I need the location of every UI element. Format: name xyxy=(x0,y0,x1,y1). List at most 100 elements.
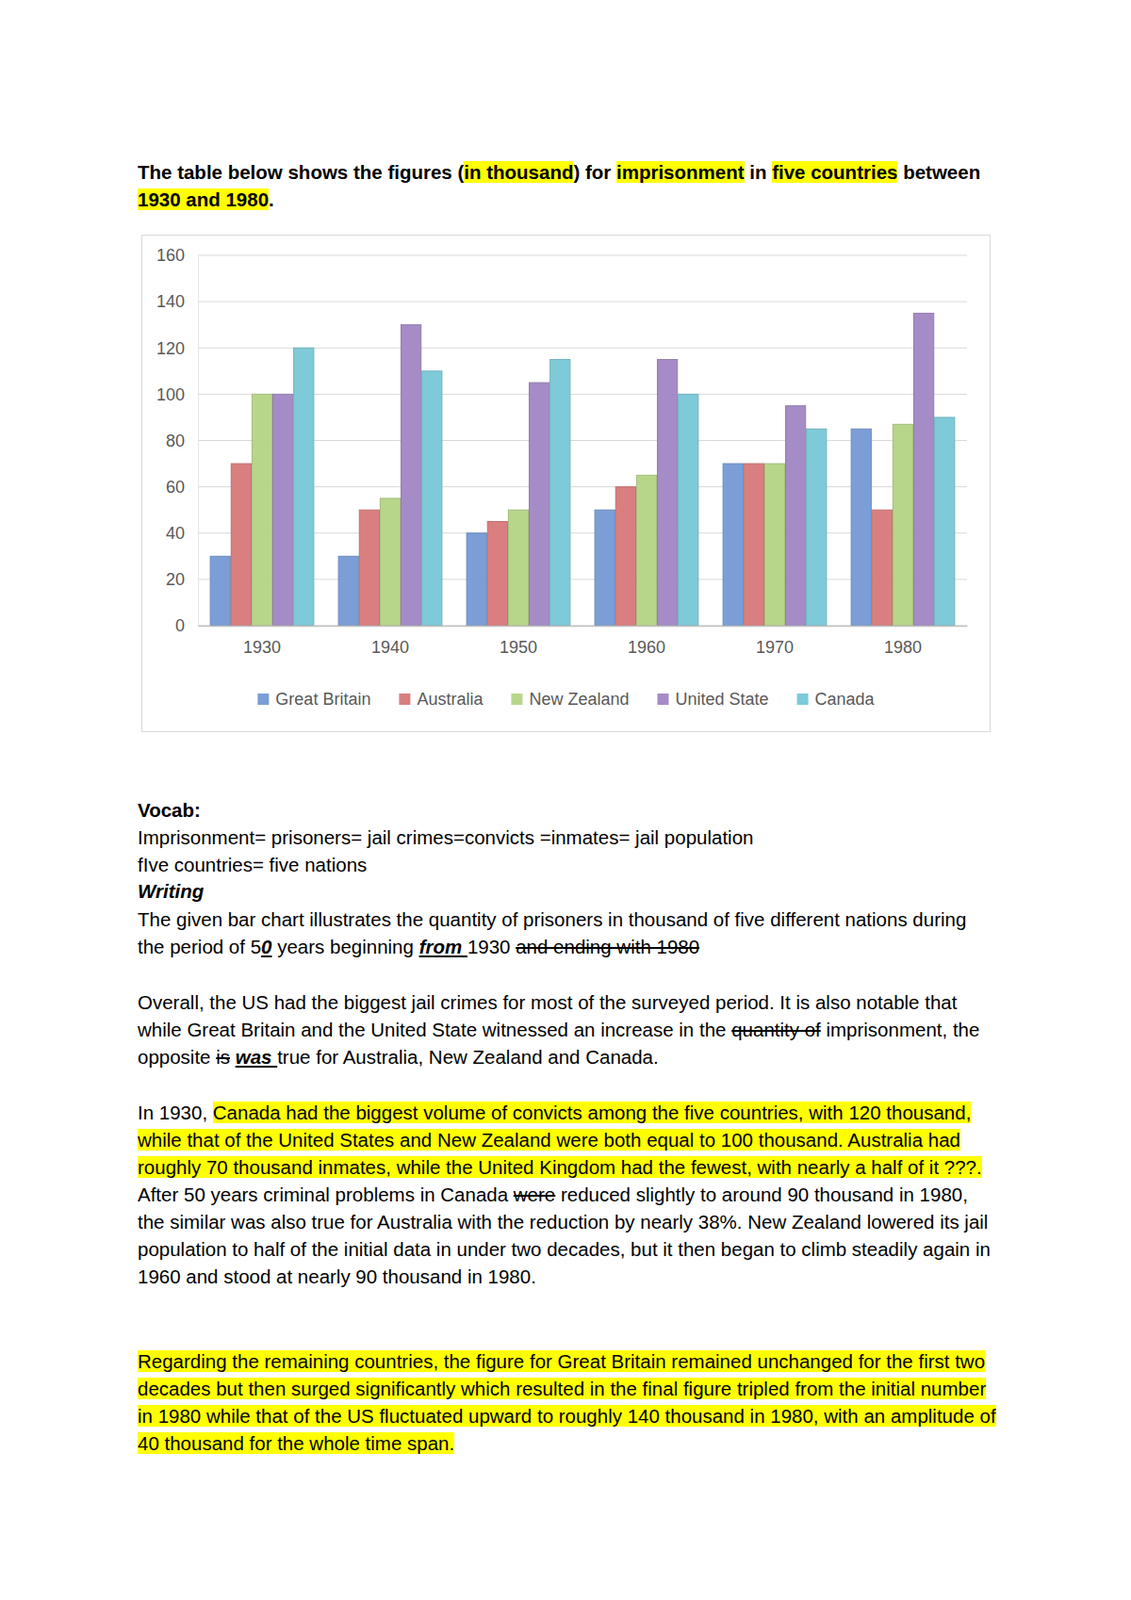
bar xyxy=(251,393,272,626)
bar xyxy=(379,498,400,626)
y-tick: 140 xyxy=(156,292,198,312)
text-run: were xyxy=(513,1183,556,1206)
chart-frame xyxy=(142,235,991,733)
text-run: in xyxy=(744,161,773,183)
x-tick: 1940 xyxy=(371,625,410,657)
writing-title: Writing xyxy=(137,877,998,905)
bar xyxy=(636,475,656,626)
y-tick-label: 40 xyxy=(165,524,185,543)
text-run: true for Australia, New Zealand and Cana… xyxy=(277,1046,659,1068)
text-run: from xyxy=(419,935,468,958)
bar xyxy=(294,347,314,626)
legend-item: New Zealand xyxy=(510,689,629,709)
y-tick-label: 60 xyxy=(165,477,185,497)
grid-line xyxy=(197,255,968,257)
x-axis: 1930 1940 1950 1960 1970 1980 xyxy=(198,625,968,657)
y-tick-label: 80 xyxy=(165,431,185,451)
bar xyxy=(487,521,508,626)
y-tick-label: 140 xyxy=(156,292,185,312)
y-tick: 160 xyxy=(156,245,198,265)
text-run: Regarding the remaining countries, the f… xyxy=(137,1350,997,1455)
text-run: . xyxy=(268,188,275,211)
x-tick: 1950 xyxy=(499,625,538,657)
y-tick: 100 xyxy=(156,385,198,405)
y-tick-label: 160 xyxy=(156,245,185,265)
text-run: imprisonment xyxy=(616,161,745,183)
text-run: In 1930, xyxy=(137,1101,214,1124)
vocab: Vocab:Imprisonment= prisoners= jail crim… xyxy=(137,796,998,879)
text-run: 1930 and 1980 xyxy=(137,188,269,211)
x-axis-line xyxy=(198,625,968,628)
legend-swatch xyxy=(257,693,269,705)
y-tick: 0 xyxy=(175,616,198,636)
text-run xyxy=(229,1046,236,1068)
paragraph: Overall, the US had the biggest jail cri… xyxy=(137,988,998,1071)
paragraph: Regarding the remaining countries, the f… xyxy=(137,1347,998,1458)
legend-item: Australia xyxy=(398,689,484,709)
bar xyxy=(786,406,806,626)
bar xyxy=(210,556,230,626)
legend-swatch xyxy=(797,693,809,705)
vocab-line: fIve countries= five nations xyxy=(137,851,998,879)
y-axis: 0 20 40 60 80 100 120 140 160 xyxy=(156,245,199,636)
bar xyxy=(615,487,636,626)
x-tick: 1970 xyxy=(755,625,794,657)
x-tick: 1980 xyxy=(884,625,922,657)
legend-item: Great Britain xyxy=(257,689,371,709)
bar xyxy=(273,393,294,626)
text-run: in thousand xyxy=(463,161,574,183)
bar xyxy=(743,463,764,626)
y-tick: 120 xyxy=(156,339,198,359)
text-run: 0 xyxy=(261,935,272,958)
x-tick-label: 1950 xyxy=(499,638,538,657)
bar xyxy=(934,417,955,626)
legend: Great Britain Australia New Zealand United … xyxy=(257,689,875,709)
grid-line xyxy=(197,301,968,303)
grid xyxy=(197,255,968,626)
legend-swatch xyxy=(398,693,410,705)
text-run: and ending with 1980 xyxy=(515,935,700,958)
vocab-line: Imprisonment= prisoners= jail crimes=con… xyxy=(137,823,998,852)
vocab-title: Vocab: xyxy=(137,796,998,824)
x-tick-label: 1970 xyxy=(755,638,794,657)
text-run: years beginning xyxy=(271,935,419,958)
bars xyxy=(210,312,955,626)
y-tick-label: 120 xyxy=(156,339,185,359)
bar xyxy=(550,360,571,626)
bar xyxy=(422,371,443,626)
legend-label: Canada xyxy=(815,689,876,709)
legend-label: United State xyxy=(675,689,770,709)
bar xyxy=(851,428,871,626)
text-run: The table below shows the figures ( xyxy=(137,161,464,183)
text-run: is xyxy=(215,1046,230,1068)
paragraph: The given bar chart illustrates the quan… xyxy=(137,905,998,961)
x-tick-label: 1930 xyxy=(243,638,281,657)
bar xyxy=(401,325,422,626)
bar xyxy=(338,556,359,626)
y-tick-label: 20 xyxy=(165,570,185,590)
text-run: between xyxy=(897,161,981,183)
legend-label: Great Britain xyxy=(275,689,371,709)
y-tick: 20 xyxy=(165,570,198,590)
legend-item: United State xyxy=(657,689,770,709)
legend-swatch xyxy=(657,693,670,705)
y-tick: 60 xyxy=(165,477,198,497)
chart-svg: 0 20 40 60 80 100 120 140 160 1930 1940 1950 1960 197… xyxy=(141,234,991,733)
legend-item: Canada xyxy=(797,689,876,709)
bar xyxy=(508,509,528,626)
x-tick-label: 1980 xyxy=(884,638,922,657)
text-run: 1930 xyxy=(467,935,516,958)
y-axis-line xyxy=(197,256,199,627)
bar xyxy=(529,382,550,626)
text-run: Canada had the biggest volume of convict… xyxy=(137,1101,983,1179)
bar xyxy=(678,393,699,626)
x-tick-label: 1960 xyxy=(627,638,666,657)
bar xyxy=(806,428,827,626)
y-tick-label: 0 xyxy=(175,616,185,636)
bar xyxy=(871,509,892,626)
y-tick: 80 xyxy=(165,431,198,451)
text-run: five countries xyxy=(771,161,898,183)
bar xyxy=(594,509,615,626)
text-run: quantity of xyxy=(731,1018,821,1041)
bar xyxy=(230,463,251,626)
